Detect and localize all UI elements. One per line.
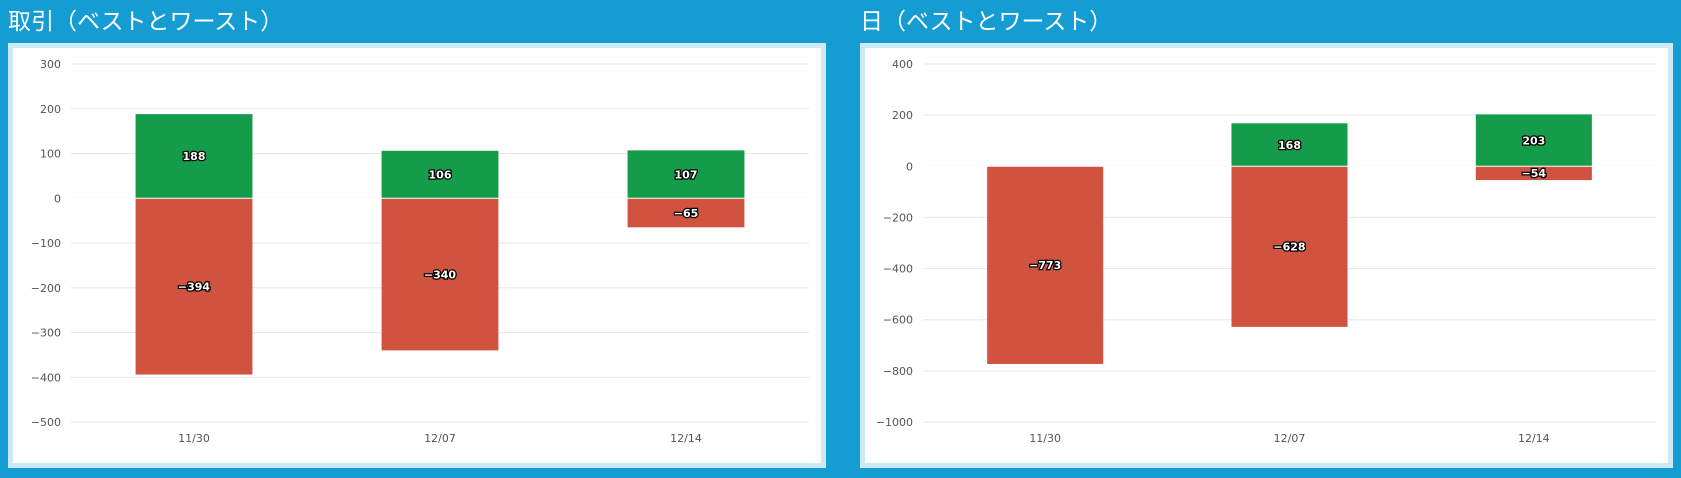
data-label: 107 [675,168,698,181]
chart-area: 400 200 0 −200 −400 −600 −800 −1000 −773 11/30 168… [860,43,1673,468]
x-tick-label: 12/14 [670,432,702,445]
y-tick-label: −1000 [876,416,913,429]
x-tick-label: 11/30 [1029,432,1061,445]
data-label: −340 [424,268,457,281]
best-bar [1475,114,1592,167]
worst-bar [1475,166,1592,181]
worst-bar [627,198,745,228]
chart-title: 日（ベストとワースト） [860,9,1113,35]
x-tick-label: 12/14 [1518,432,1550,445]
y-tick-label: −300 [31,327,61,340]
y-tick-label: −100 [31,237,61,250]
chart-title: 取引（ベストとワースト） [8,9,284,35]
worst-bar [135,198,253,375]
worst-bar [987,166,1104,364]
y-tick-label: 200 [40,103,61,116]
data-label: 106 [429,169,452,182]
trades-bar-chart: 300 200 100 0 −100 −200 −300 −400 −500 188 −394 11/… [31,58,809,445]
y-tick-label: 200 [892,109,913,122]
best-bar [135,114,253,199]
y-tick-label: 0 [906,160,913,173]
best-bar [627,150,745,199]
y-tick-label: 100 [40,148,61,161]
data-label: 203 [1522,134,1545,147]
data-label: −54 [1522,167,1547,180]
worst-bar [381,198,499,351]
chart-area: 300 200 100 0 −100 −200 −300 −400 −500 188 −394 11/… [8,43,826,468]
data-label: −394 [178,280,211,293]
y-tick-label: 300 [40,58,61,71]
y-tick-label: −200 [883,211,913,224]
y-tick-label: −200 [31,282,61,295]
best-bar [1231,123,1348,167]
y-tick-label: −500 [31,416,61,429]
x-tick-label: 12/07 [424,432,456,445]
y-tick-label: −600 [883,314,913,327]
y-tick-label: −400 [883,263,913,276]
data-label: 168 [1278,139,1301,152]
y-tick-label: −800 [883,365,913,378]
y-tick-label: 400 [892,58,913,71]
data-label: −65 [674,207,699,220]
data-label: −773 [1029,259,1061,272]
days-bar-chart: 400 200 0 −200 −400 −600 −800 −1000 −773 11/30 168… [876,58,1656,445]
best-bar [381,150,499,199]
x-tick-label: 12/07 [1274,432,1306,445]
chart-panel-days: 日（ベストとワースト） 400 200 0 −200 −400 −600 −800 −1000… [852,0,1681,478]
x-tick-label: 11/30 [178,432,210,445]
y-tick-label: 0 [54,192,61,205]
chart-panel-trades: 取引（ベストとワースト） 300 200 100 0 −100 −200 −300 −400 −… [0,0,834,478]
worst-bar [1231,166,1348,327]
data-label: −628 [1273,241,1305,254]
y-tick-label: −400 [31,371,61,384]
data-label: 188 [183,150,206,163]
